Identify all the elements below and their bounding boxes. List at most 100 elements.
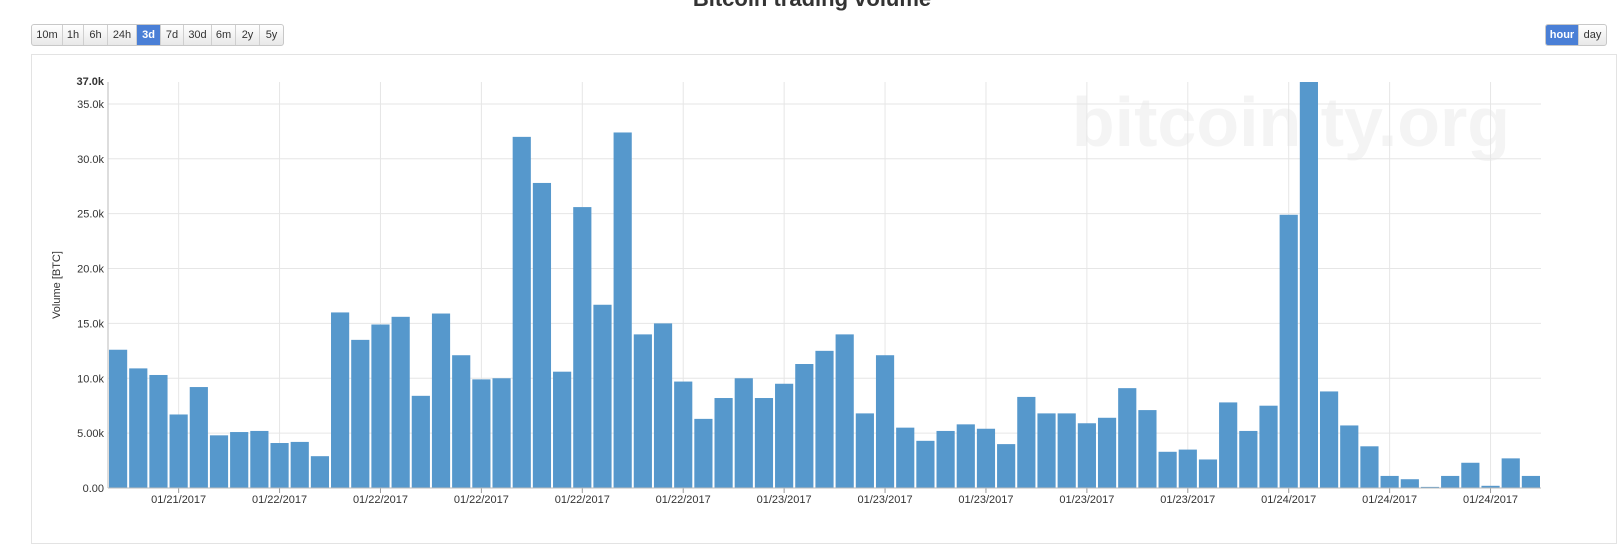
volume-bar[interactable] <box>1057 413 1076 488</box>
unit-button-day[interactable]: day <box>1583 29 1602 41</box>
y-tick-label: 0.00 <box>83 483 104 495</box>
volume-bar[interactable] <box>512 136 531 488</box>
volume-bar[interactable] <box>734 378 753 488</box>
volume-bar[interactable] <box>169 414 188 488</box>
range-button-2y[interactable]: 2y <box>236 25 260 45</box>
volume-bar[interactable] <box>896 427 915 488</box>
volume-bar[interactable] <box>1118 388 1137 488</box>
volume-bar[interactable] <box>815 350 834 488</box>
range-button-10m[interactable]: 10m <box>32 25 63 45</box>
volume-bar[interactable] <box>1178 449 1197 488</box>
y-tick-label: 10.0k <box>77 373 104 385</box>
volume-bar[interactable] <box>391 316 410 488</box>
volume-bar[interactable] <box>411 395 430 488</box>
volume-bar[interactable] <box>452 355 471 488</box>
volume-bar[interactable] <box>1279 214 1298 488</box>
x-tick-label: 01/22/2017 <box>353 494 408 506</box>
chart-title: Bitcoin trading volume <box>0 0 1624 12</box>
x-tick-label: 01/22/2017 <box>252 494 307 506</box>
volume-bar[interactable] <box>754 398 774 488</box>
x-tick-label: 01/24/2017 <box>1261 494 1316 506</box>
range-button-30d[interactable]: 30d <box>184 25 212 45</box>
volume-bar[interactable] <box>129 368 148 488</box>
volume-bar[interactable] <box>1441 475 1460 488</box>
range-button-7d[interactable]: 7d <box>161 25 184 45</box>
volume-bar[interactable] <box>1097 417 1117 488</box>
volume-bar[interactable] <box>1340 425 1359 488</box>
volume-bar[interactable] <box>573 207 592 488</box>
volume-bar[interactable] <box>1481 485 1500 488</box>
range-button-group: 10m 1h 6h 24h 3d 7d 30d 6m 2y 5y <box>31 24 284 46</box>
range-button-1h[interactable]: 1h <box>63 25 84 45</box>
volume-bar[interactable] <box>1521 475 1540 488</box>
bar-series <box>109 82 1540 488</box>
volume-bar[interactable] <box>230 432 249 488</box>
volume-bar[interactable] <box>331 312 350 488</box>
volume-bar[interactable] <box>290 441 309 488</box>
volume-bar[interactable] <box>916 440 935 488</box>
volume-bar[interactable] <box>1501 458 1520 488</box>
volume-bar[interactable] <box>1219 402 1238 488</box>
volume-bar[interactable] <box>875 355 895 488</box>
volume-bar[interactable] <box>694 418 713 488</box>
range-button-6m[interactable]: 6m <box>212 25 236 45</box>
y-tick-label: 20.0k <box>77 264 104 276</box>
unit-button-hour[interactable]: hour <box>1546 25 1579 45</box>
range-button-6h[interactable]: 6h <box>84 25 108 45</box>
volume-bar[interactable] <box>1017 396 1036 488</box>
volume-bar[interactable] <box>1360 446 1379 488</box>
volume-bar[interactable] <box>431 313 451 488</box>
volume-bar[interactable] <box>1380 475 1399 488</box>
volume-bar[interactable] <box>351 339 370 488</box>
volume-bar[interactable] <box>371 324 390 488</box>
volume-bar[interactable] <box>835 334 854 488</box>
volume-bar[interactable] <box>209 435 229 488</box>
volume-bar[interactable] <box>936 430 955 488</box>
volume-bar[interactable] <box>775 383 794 488</box>
volume-bar[interactable] <box>472 379 491 488</box>
y-tick-label: 25.0k <box>77 209 104 221</box>
x-tick-label: 01/23/2017 <box>1160 494 1215 506</box>
volume-bar[interactable] <box>653 323 673 488</box>
volume-bar[interactable] <box>310 456 330 488</box>
volume-bar[interactable] <box>1420 486 1440 488</box>
volume-bar[interactable] <box>109 349 128 488</box>
volume-bar[interactable] <box>613 132 632 488</box>
volume-bar[interactable] <box>1259 405 1278 488</box>
volume-bar[interactable] <box>593 304 612 488</box>
volume-bar[interactable] <box>976 428 996 488</box>
volume-bar[interactable] <box>1239 430 1258 488</box>
range-button-5y[interactable]: 5y <box>265 29 278 41</box>
volume-bar[interactable] <box>1400 479 1419 488</box>
volume-bar[interactable] <box>956 424 975 488</box>
range-button-3d[interactable]: 3d <box>137 25 161 45</box>
volume-bar[interactable] <box>795 364 814 488</box>
volume-bar[interactable] <box>532 182 552 488</box>
volume-bar[interactable] <box>1158 451 1177 488</box>
volume-bar[interactable] <box>633 334 652 488</box>
x-tick-label: 01/23/2017 <box>1059 494 1114 506</box>
volume-bar[interactable] <box>997 444 1016 488</box>
volume-bar[interactable] <box>149 374 168 488</box>
volume-bar[interactable] <box>492 378 511 488</box>
range-button-24h[interactable]: 24h <box>108 25 137 45</box>
volume-bar[interactable] <box>189 387 208 488</box>
volume-bar[interactable] <box>1037 413 1056 488</box>
x-tick-label: 01/22/2017 <box>555 494 610 506</box>
y-tick-label: 5.00k <box>77 428 104 440</box>
volume-bar[interactable] <box>1319 391 1339 488</box>
volume-bar[interactable] <box>714 398 733 488</box>
volume-bar[interactable] <box>553 371 572 488</box>
volume-bar[interactable] <box>1138 410 1157 488</box>
volume-bar[interactable] <box>674 381 693 488</box>
volume-bar[interactable] <box>1198 459 1218 488</box>
volume-bar[interactable] <box>1299 82 1318 488</box>
volume-bar[interactable] <box>1077 423 1096 488</box>
watermark: bitcoinity.org <box>1072 83 1510 161</box>
volume-bar[interactable] <box>270 443 289 488</box>
volume-bar[interactable] <box>250 430 269 488</box>
volume-bar[interactable] <box>1461 462 1480 488</box>
x-tick-label: 01/23/2017 <box>757 494 812 506</box>
x-tick-label: 01/22/2017 <box>454 494 509 506</box>
volume-bar[interactable] <box>855 413 874 488</box>
